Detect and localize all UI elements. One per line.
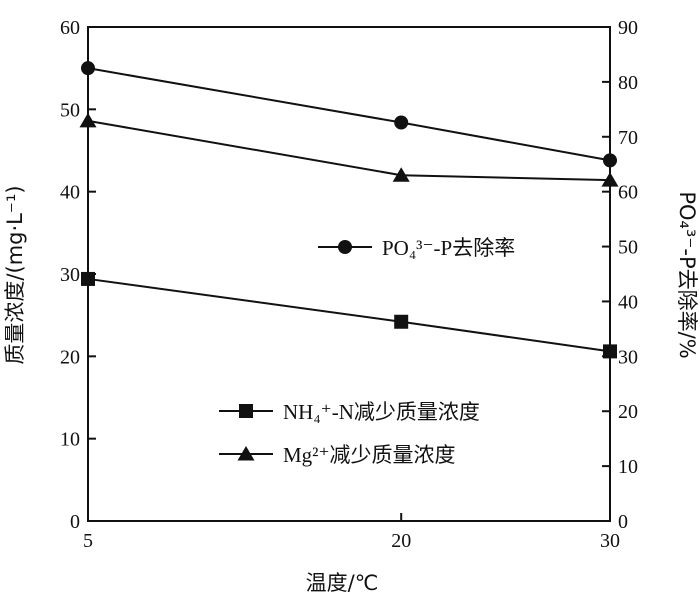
series-1	[81, 271, 617, 359]
legend: PO₄³⁻-P去除率 NH₄⁺-N减少质量浓度 Mg²⁺减少质量浓度	[219, 236, 515, 467]
y2-tick-label: 0	[618, 511, 628, 533]
legend-marker	[237, 446, 255, 461]
data-point	[79, 112, 97, 128]
series-2	[79, 112, 619, 187]
y-tick-label: 50	[60, 99, 80, 121]
y-axis-title: 质量浓度/(mg·L⁻¹)	[3, 185, 27, 364]
left-axis: 0 10 20 30 40 50 60	[60, 17, 96, 533]
y2-tick-label: 70	[618, 127, 638, 149]
legend-item-0: PO₄³⁻-P去除率	[318, 236, 515, 260]
x-tick-label: 5	[83, 530, 93, 552]
y2-tick-label: 80	[618, 72, 638, 94]
y-tick-label: 60	[60, 17, 80, 39]
legend-label: Mg²⁺减少质量浓度	[283, 443, 456, 467]
legend-item-1: NH₄⁺-N减少质量浓度	[219, 400, 480, 424]
y2-tick-label: 40	[618, 291, 638, 313]
y2-tick-label: 50	[618, 237, 638, 259]
data-point	[601, 172, 619, 187]
series-line	[87, 119, 611, 182]
y-tick-label: 20	[60, 346, 80, 368]
x-tick-label: 20	[391, 530, 411, 552]
data-point	[394, 314, 409, 329]
data-point	[392, 167, 410, 182]
legend-marker	[239, 404, 253, 418]
y-tick-label: 10	[60, 429, 80, 451]
y2-tick-label: 30	[618, 346, 638, 368]
legend-label: NH₄⁺-N减少质量浓度	[283, 400, 480, 424]
x-tick-label: 30	[600, 530, 620, 552]
y-tick-label: 30	[60, 264, 80, 286]
series-0	[81, 61, 617, 168]
data-point	[603, 153, 617, 168]
data-point	[394, 115, 409, 130]
y2-axis-title: PO₄³⁻-P去除率/%	[675, 191, 699, 358]
y-tick-label: 0	[70, 511, 80, 533]
x-axis-title: 温度/℃	[306, 571, 379, 595]
legend-item-2: Mg²⁺减少质量浓度	[219, 443, 456, 467]
data-point	[603, 344, 617, 359]
x-axis: 5 20 30	[83, 513, 620, 552]
right-axis: 0 10 20 30 40 50 60 70 80 90	[602, 17, 638, 533]
y2-tick-label: 10	[618, 456, 638, 478]
series-line	[87, 67, 611, 162]
legend-label: PO₄³⁻-P去除率	[382, 236, 515, 260]
series-line	[87, 277, 611, 353]
y2-tick-label: 20	[618, 401, 638, 423]
data-point	[81, 271, 95, 286]
data-point	[81, 61, 95, 76]
legend-marker	[338, 240, 352, 254]
series-layer	[79, 61, 619, 359]
y-tick-label: 40	[60, 182, 80, 204]
y2-tick-label: 60	[618, 182, 638, 204]
y2-tick-label: 90	[618, 17, 638, 39]
